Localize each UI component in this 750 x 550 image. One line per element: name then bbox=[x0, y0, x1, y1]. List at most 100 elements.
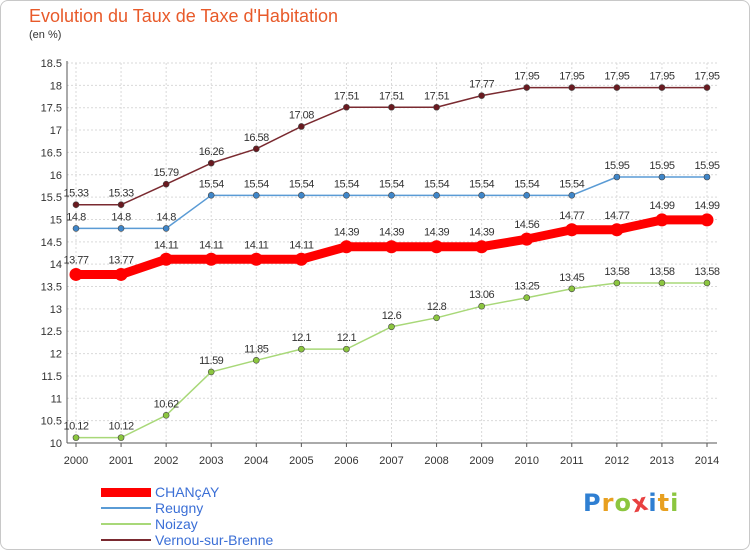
data-label: 13.25 bbox=[514, 281, 539, 293]
data-point bbox=[658, 84, 666, 91]
logo-letter: o bbox=[614, 489, 632, 517]
data-point bbox=[433, 192, 440, 199]
data-point bbox=[207, 159, 215, 167]
data-point bbox=[298, 345, 305, 353]
data-point bbox=[523, 192, 531, 199]
data-point bbox=[565, 223, 579, 237]
data-label: 14.56 bbox=[514, 219, 539, 231]
data-label: 12.8 bbox=[427, 301, 447, 313]
data-point bbox=[478, 302, 485, 310]
data-point bbox=[568, 84, 576, 91]
data-label: 17.51 bbox=[424, 90, 449, 102]
x-tick-label: 2000 bbox=[64, 455, 88, 467]
data-label: 17.95 bbox=[649, 71, 674, 83]
data-label: 13.77 bbox=[109, 254, 134, 266]
x-tick-label: 2009 bbox=[469, 455, 493, 467]
logo-letter: i bbox=[648, 489, 658, 517]
data-label: 14.77 bbox=[604, 210, 629, 222]
data-point bbox=[658, 279, 666, 287]
data-label: 15.54 bbox=[244, 178, 269, 190]
data-label: 16.58 bbox=[244, 132, 269, 144]
legend-label: Reugny bbox=[155, 500, 204, 516]
data-point bbox=[700, 213, 714, 227]
data-point bbox=[204, 252, 218, 266]
data-point bbox=[478, 192, 485, 199]
data-point bbox=[343, 345, 350, 353]
y-tick-label: 18.5 bbox=[41, 58, 62, 70]
x-tick-label: 2006 bbox=[334, 455, 358, 467]
y-tick-label: 15 bbox=[50, 214, 62, 226]
series-reugny: 14.8 14.8 14.8 15.54 15.54 15.54 15.54 15.54 15.… bbox=[66, 160, 720, 232]
data-point bbox=[388, 103, 395, 111]
line-chart: 10 10.5 11 11.5 12 12.5 13 13.5 14 14.5 15 15.5 16 16… bbox=[41, 58, 721, 467]
data-point bbox=[114, 267, 128, 281]
y-tick-label: 14 bbox=[50, 259, 62, 271]
data-label: 12.1 bbox=[337, 332, 357, 344]
data-point bbox=[430, 240, 444, 254]
legend-swatch bbox=[101, 523, 151, 525]
legend-swatch bbox=[101, 487, 151, 497]
data-point bbox=[162, 180, 170, 188]
chart-title: Evolution du Taux de Taxe d'Habitation bbox=[29, 6, 338, 26]
legend-swatch bbox=[101, 507, 151, 509]
x-tick-label: 2005 bbox=[289, 455, 313, 467]
data-point bbox=[475, 240, 489, 254]
data-label: 14.39 bbox=[469, 227, 494, 239]
chart-unit-label: (en %) bbox=[29, 29, 62, 41]
y-tick-label: 10.5 bbox=[41, 416, 62, 428]
data-point bbox=[298, 192, 305, 199]
data-point bbox=[72, 434, 80, 441]
logo-letter: r bbox=[601, 489, 615, 517]
series-vernou-sur-brenne: 15.33 15.33 15.79 16.26 16.58 17.08 17.51 17.51… bbox=[63, 71, 720, 209]
data-point bbox=[72, 201, 80, 209]
data-point bbox=[249, 252, 263, 266]
data-point bbox=[613, 173, 621, 181]
data-point bbox=[117, 434, 125, 441]
data-label: 14.39 bbox=[334, 227, 359, 239]
y-tick-label: 10 bbox=[50, 438, 62, 450]
data-point bbox=[568, 192, 576, 199]
data-label: 15.54 bbox=[379, 178, 404, 190]
x-tick-label: 2014 bbox=[695, 455, 719, 467]
data-label: 15.95 bbox=[649, 160, 674, 172]
data-point bbox=[343, 192, 350, 199]
data-point bbox=[252, 356, 260, 364]
data-label: 14.77 bbox=[559, 210, 584, 222]
proxiti-logo: Proxiti bbox=[583, 488, 679, 519]
y-tick-label: 17.5 bbox=[41, 103, 62, 115]
data-point bbox=[658, 173, 666, 181]
data-point bbox=[523, 294, 531, 302]
data-label: 15.54 bbox=[289, 178, 314, 190]
data-label: 15.79 bbox=[154, 167, 179, 179]
y-tick-label: 11.5 bbox=[41, 371, 62, 383]
data-point bbox=[703, 84, 711, 91]
data-label: 15.54 bbox=[514, 178, 539, 190]
x-tick-label: 2010 bbox=[514, 455, 538, 467]
data-label: 17.95 bbox=[694, 71, 719, 83]
data-label: 10.12 bbox=[109, 421, 134, 433]
data-label: 15.33 bbox=[109, 188, 134, 200]
data-label: 17.77 bbox=[469, 79, 494, 91]
data-label: 17.08 bbox=[289, 109, 314, 121]
data-label: 17.95 bbox=[559, 71, 584, 83]
data-point bbox=[385, 240, 398, 254]
data-label: 15.95 bbox=[694, 160, 719, 172]
y-tick-label: 18 bbox=[50, 80, 62, 92]
data-point bbox=[655, 213, 669, 227]
x-tick-label: 2013 bbox=[650, 455, 674, 467]
data-point bbox=[162, 411, 170, 419]
data-label: 14.8 bbox=[111, 211, 131, 223]
data-label: 14.11 bbox=[154, 239, 179, 251]
x-tick-label: 2004 bbox=[244, 455, 268, 467]
data-point bbox=[159, 252, 173, 266]
data-point bbox=[613, 279, 621, 287]
x-tick-label: 2011 bbox=[560, 455, 584, 467]
data-label: 11.85 bbox=[244, 343, 269, 355]
y-tick-label: 12 bbox=[50, 349, 62, 361]
y-tick-label: 12.5 bbox=[41, 326, 62, 338]
data-label: 15.54 bbox=[559, 178, 584, 190]
y-tick-label: 16.5 bbox=[41, 147, 62, 159]
data-label: 17.95 bbox=[514, 71, 539, 83]
x-tick-label: 2001 bbox=[109, 455, 133, 467]
